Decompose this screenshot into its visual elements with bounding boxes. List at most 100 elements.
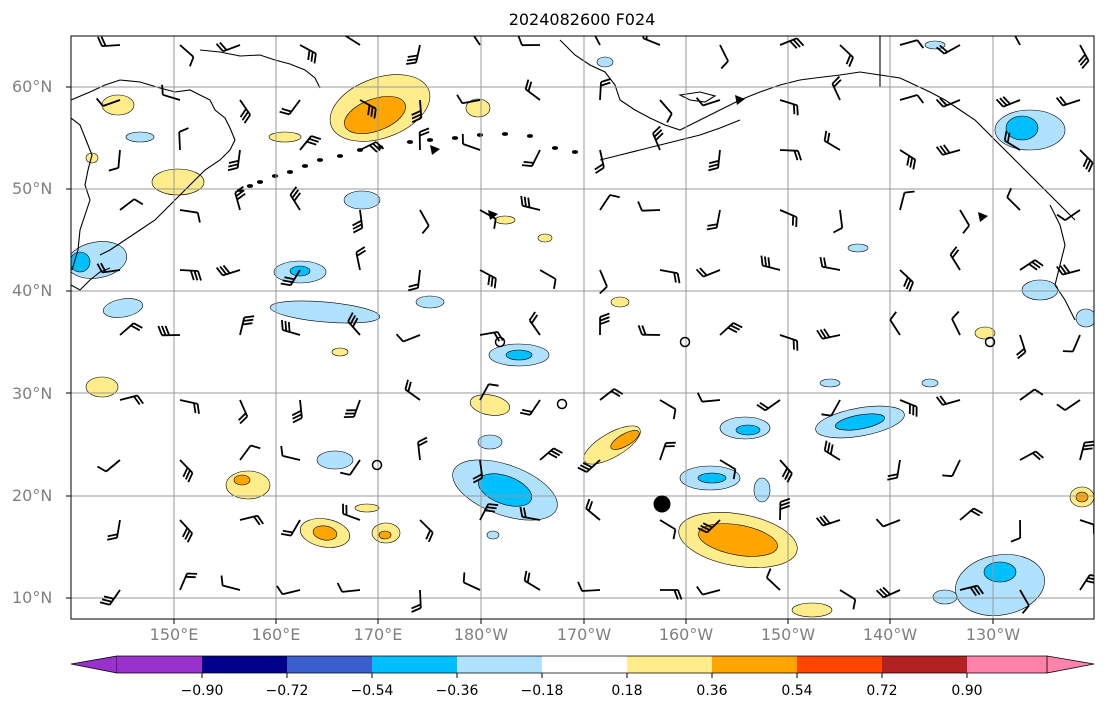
lon-label: 180°W xyxy=(453,625,509,644)
wind-barb-tick xyxy=(1056,213,1066,222)
shaded-region xyxy=(85,152,99,164)
colorbar-tick-label: 0.18 xyxy=(611,683,643,699)
shaded-region xyxy=(983,561,1017,583)
wind-barb-tick xyxy=(280,445,284,457)
wind-barb-tick xyxy=(609,194,620,199)
wind-barb-tick xyxy=(108,167,119,172)
wind-barb-staff xyxy=(462,143,481,151)
calm-wind-circle xyxy=(556,398,568,410)
colorbar-tick-label: 0.54 xyxy=(781,683,813,699)
wind-barb-tick xyxy=(527,197,531,208)
wind-barb-tick xyxy=(236,192,246,201)
wind-barb-staff xyxy=(463,581,481,591)
wind-barb-pennant xyxy=(488,210,498,220)
wind-barb-staff xyxy=(479,383,490,401)
wind-barb-tick xyxy=(821,413,832,417)
wind-barb-tick xyxy=(239,108,247,118)
wind-barb-staff xyxy=(419,209,430,227)
colorbar xyxy=(70,655,1095,678)
wind-barb-staff xyxy=(1014,36,1021,46)
coastline xyxy=(814,71,1076,221)
wind-barb-tick xyxy=(250,444,261,450)
wind-barb-staff xyxy=(1006,196,1021,211)
wind-barb-tick xyxy=(942,144,951,154)
wind-barb-tick xyxy=(756,404,766,412)
wind-barb-staff xyxy=(581,589,601,592)
shaded-region xyxy=(378,530,392,540)
coastline xyxy=(1049,204,1076,321)
wind-barb-tick xyxy=(909,157,914,168)
wind-barb-tick xyxy=(1085,159,1092,170)
island xyxy=(476,133,484,137)
island xyxy=(246,184,254,188)
wind-barb-staff xyxy=(766,577,781,591)
wind-barb-tick xyxy=(951,249,960,259)
colorbar-segment xyxy=(712,656,797,673)
wind-barb-tick xyxy=(276,585,284,595)
wind-barb-tick xyxy=(372,142,381,152)
wind-barb-tick xyxy=(282,529,293,534)
wind-barb-tick xyxy=(1059,96,1068,105)
shaded-region xyxy=(698,523,778,557)
wind-barb-tick xyxy=(786,472,793,483)
wind-barb-tick xyxy=(411,607,422,613)
wind-barb-staff xyxy=(951,459,961,477)
wind-barb-tick xyxy=(521,164,533,167)
wind-barb-tick xyxy=(652,125,661,135)
wind-barb-tick xyxy=(456,94,464,104)
wind-barb-tick xyxy=(521,408,533,413)
wind-barb-tick xyxy=(419,127,430,133)
wind-barb-tick xyxy=(826,132,831,143)
wind-barb-tick xyxy=(999,97,1008,107)
wind-barb-tick xyxy=(826,442,831,453)
shaded-region xyxy=(819,378,841,388)
wind-barb-tick xyxy=(903,277,909,287)
wind-barb-staff xyxy=(839,589,856,601)
wind-barb-tick xyxy=(610,390,621,398)
wind-barb-staff xyxy=(951,318,961,336)
wind-barb-tick xyxy=(732,322,743,329)
wind-barb-tick xyxy=(241,111,249,121)
wind-barb-tick xyxy=(833,79,842,88)
wind-barb-tick xyxy=(243,318,254,322)
island xyxy=(406,140,414,144)
wind-barb-tick xyxy=(792,104,796,115)
lon-label: 170°E xyxy=(353,625,403,644)
wind-barb-tick xyxy=(875,518,884,528)
wind-barb-tick xyxy=(942,474,953,478)
wind-barb-tick xyxy=(582,461,593,469)
wind-barb-staff xyxy=(349,459,361,476)
wind-barb-tick xyxy=(767,257,771,268)
wind-barb-tick xyxy=(695,268,704,278)
wind-barb-tick xyxy=(599,319,610,326)
shaded-field-layer xyxy=(71,40,1094,618)
wind-barb-staff xyxy=(1064,209,1081,222)
shaded-region xyxy=(494,215,516,225)
lon-label: 150°W xyxy=(760,625,816,644)
wind-barb-tick xyxy=(462,572,466,583)
wind-barb-tick xyxy=(696,585,704,596)
wind-barb-tick xyxy=(764,256,767,267)
wind-barb-tick xyxy=(530,314,539,324)
wind-barb-tick xyxy=(852,599,857,610)
wind-barb-tick xyxy=(417,440,428,447)
shaded-region xyxy=(596,56,614,68)
wind-barb-tick xyxy=(707,223,718,227)
wind-barb-tick xyxy=(417,436,428,443)
wind-barb-tick xyxy=(720,60,729,70)
wind-barb-staff xyxy=(1019,589,1030,607)
wind-barb-tick xyxy=(995,98,1004,108)
wind-barb-tick xyxy=(103,595,115,600)
wind-barb-tick xyxy=(765,568,772,579)
wind-barb-tick xyxy=(100,36,107,47)
island xyxy=(316,158,324,162)
island xyxy=(551,146,559,150)
shaded-region xyxy=(791,602,833,618)
wind-barb-tick xyxy=(375,141,385,150)
wind-barb-tick xyxy=(527,81,533,92)
wind-barb-tick xyxy=(875,589,885,599)
shaded-region xyxy=(610,296,630,308)
wind-barb-tick xyxy=(189,56,195,67)
wind-barb-tick xyxy=(407,381,412,392)
wind-barb-tick xyxy=(220,575,224,586)
